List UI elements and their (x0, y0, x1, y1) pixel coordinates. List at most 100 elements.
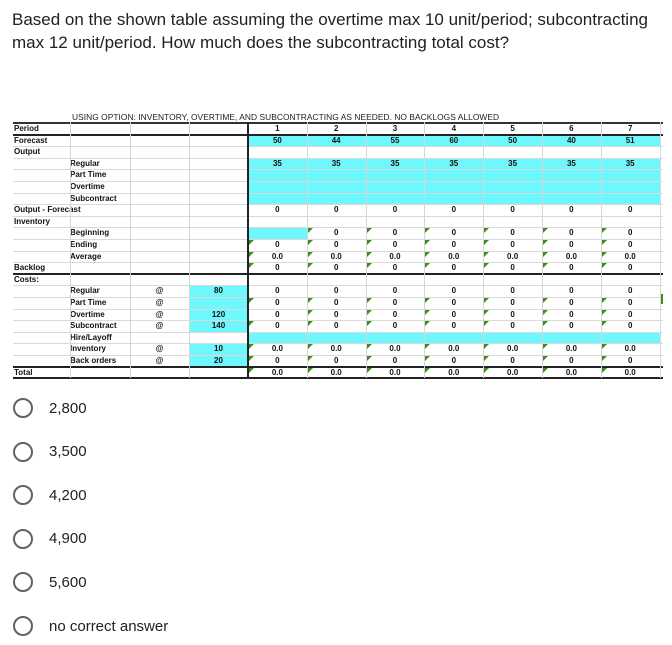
period-value: 0 (569, 286, 574, 296)
period-value (365, 193, 425, 205)
period-value (600, 170, 660, 181)
comment-marker-icon (307, 251, 313, 257)
period-value (600, 193, 660, 205)
at-symbol: @ (155, 344, 164, 354)
period-value: 0 (424, 263, 483, 273)
at-symbol (130, 136, 189, 147)
row-label: Backlog (14, 263, 46, 273)
comment-marker-icon (601, 309, 607, 315)
row-sublabel: Overtime (70, 309, 105, 319)
period-value: 50 (483, 135, 542, 147)
answer-option[interactable]: no correct answer (13, 614, 168, 638)
period-value: 0 (307, 309, 366, 321)
period-value: 35 (542, 158, 601, 170)
comment-marker-icon (425, 298, 431, 303)
comment-marker-icon (366, 251, 372, 257)
table-row: Hire/Layoff (13, 332, 663, 345)
radio-button[interactable] (13, 572, 33, 592)
period-value: 0 (366, 321, 425, 332)
row-sublabel: Part Time (70, 298, 107, 307)
period-value: 35 (306, 158, 366, 170)
comment-marker-icon (601, 251, 607, 257)
period-value (601, 217, 660, 228)
comment-marker-icon (543, 240, 548, 245)
period-value: 0 (307, 321, 366, 332)
period-value (306, 332, 366, 344)
cost-rate (189, 147, 248, 158)
grid-line (70, 122, 71, 378)
table-row: Inventory @10 0.0 0.0 0.0 0.0 0.0 0.0 0.0 (13, 344, 663, 356)
table-row: Back orders @20 0 0 0 0 0 0 0 (13, 356, 663, 368)
period-value: 0.0 (483, 367, 542, 378)
grid-line (306, 122, 308, 378)
period-value: 0.0 (248, 367, 307, 378)
answer-option[interactable]: 3,500 (13, 440, 87, 464)
comment-marker-icon (484, 367, 490, 373)
period-value: 0 (248, 298, 307, 309)
period-value: 0 (248, 356, 307, 366)
period-value (248, 170, 307, 181)
period-value (248, 217, 307, 228)
period-value: 0 (601, 298, 660, 309)
comment-marker-icon (425, 263, 431, 269)
answer-option[interactable]: 4,200 (13, 483, 87, 507)
answer-option[interactable]: 5,600 (13, 570, 87, 594)
period-value: 55 (365, 135, 425, 147)
period-value: 0.0 (366, 251, 425, 263)
comment-marker-icon (249, 263, 254, 269)
period-value: 51 (600, 135, 660, 147)
period-value: 0.0 (601, 367, 660, 378)
option-label: 3,500 (49, 443, 87, 460)
period-value: 0 (424, 356, 483, 366)
period-value: 0 (424, 228, 483, 239)
comment-marker-icon (425, 321, 431, 327)
period-value: 0 (392, 205, 398, 215)
comment-marker-icon (425, 228, 431, 234)
comment-marker-icon (366, 240, 372, 245)
radio-button[interactable] (13, 485, 33, 505)
radio-button[interactable] (13, 441, 33, 462)
period-value (483, 182, 542, 193)
table-row: Output (13, 147, 663, 159)
period-value: 0.0 (542, 251, 601, 263)
row-sublabel: Ending (70, 240, 98, 249)
cost-rate (189, 228, 248, 239)
comment-marker-icon (249, 321, 254, 327)
cost-rate (189, 205, 248, 216)
period-value: 0 (333, 205, 339, 215)
row-label: Inventory (14, 216, 51, 226)
grid-line (659, 122, 661, 378)
period-value: 0 (366, 356, 425, 366)
comment-marker-icon (543, 356, 548, 361)
cost-rate (189, 263, 248, 273)
comment-marker-icon (484, 251, 490, 257)
period-value: 0 (483, 356, 542, 366)
comment-marker-icon (307, 321, 313, 327)
answer-option[interactable]: 2,800 (13, 396, 87, 420)
question-text: Based on the shown table assuming the ov… (12, 10, 648, 52)
comment-marker-icon (484, 263, 490, 269)
period-value: 0 (307, 240, 366, 251)
comment-marker-icon (366, 356, 372, 361)
period-value (424, 182, 484, 193)
option-label: 2,800 (49, 399, 87, 417)
cost-rate (189, 124, 248, 134)
radio-button[interactable] (13, 616, 33, 636)
answer-option[interactable]: 4,900 (13, 527, 87, 551)
period-value: 0 (627, 205, 633, 215)
at-symbol (130, 205, 189, 216)
cost-rate (189, 159, 248, 170)
row-sublabel: Part Time (70, 170, 107, 180)
at-symbol (130, 170, 189, 181)
comment-marker-icon (543, 251, 548, 257)
comment-marker-icon (484, 321, 490, 327)
radio-button[interactable] (13, 528, 33, 549)
period-value: 0 (483, 309, 542, 321)
period-value (424, 147, 483, 158)
at-symbol (130, 368, 189, 378)
period-value: 0 (483, 321, 542, 332)
table-row: Part Time (13, 170, 663, 182)
radio-button[interactable] (13, 398, 33, 418)
period-value: 0 (483, 228, 542, 239)
period-value: 0 (542, 298, 601, 309)
